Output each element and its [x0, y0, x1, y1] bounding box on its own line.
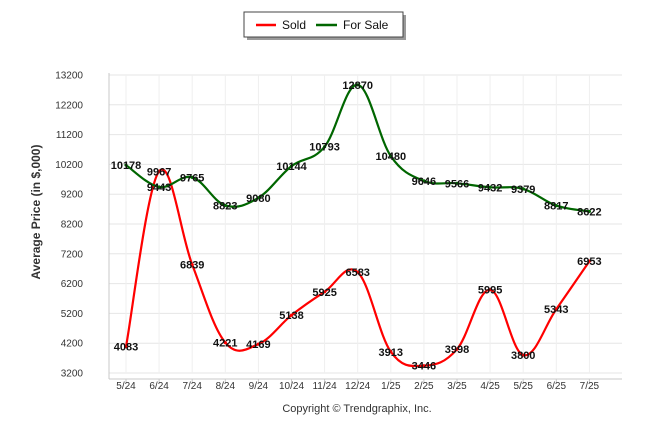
data-point: [554, 307, 558, 311]
y-tick-label: 9200: [61, 190, 84, 201]
x-tick-label: 7/24: [182, 381, 202, 392]
data-point: [256, 196, 260, 200]
data-point: [356, 270, 360, 274]
data-point: [289, 313, 294, 317]
x-tick-label: 6/25: [547, 381, 567, 392]
data-point: [323, 145, 327, 149]
data-point: [256, 342, 260, 346]
series-layer: [124, 83, 592, 368]
data-point: [289, 164, 294, 168]
x-tick-label: 11/24: [312, 381, 337, 392]
data-label: 8823: [213, 200, 237, 212]
axes: 3200 4200 5200 6200 7200 8200 9200 10200 11200 12…: [55, 71, 622, 392]
data-label: 12870: [342, 80, 373, 92]
x-tick-label: 5/24: [116, 381, 136, 392]
data-label: 5925: [312, 287, 336, 299]
data-label: 4221: [213, 338, 237, 350]
y-tick-label: 4200: [61, 339, 84, 350]
x-tick-label: 2/25: [414, 381, 434, 392]
data-point: [356, 83, 360, 87]
data-label: 10178: [111, 160, 142, 172]
data-point: [323, 290, 327, 294]
x-tick-label: 12/24: [345, 381, 370, 392]
data-point: [422, 179, 426, 183]
data-point: [587, 259, 592, 263]
data-point: [190, 262, 194, 267]
data-label: 9443: [147, 182, 171, 194]
data-label: 5995: [478, 285, 502, 297]
data-label: 5138: [279, 310, 303, 322]
y-tick-label: 8200: [61, 220, 84, 231]
data-point: [190, 175, 194, 179]
data-label: 9765: [180, 172, 204, 184]
x-tick-label: 6/24: [149, 381, 169, 392]
data-label: 10793: [309, 142, 340, 154]
series-line-sold: [124, 168, 591, 368]
y-tick-label: 12200: [55, 100, 83, 111]
data-point: [124, 345, 128, 349]
data-point: [488, 288, 492, 292]
y-tick-label: 7200: [61, 249, 84, 260]
y-tick-label: 6200: [61, 279, 84, 290]
data-point: [157, 169, 161, 173]
data-label: 3800: [511, 350, 535, 362]
legend-label-sold: Sold: [282, 18, 306, 32]
y-axis-title: Average Price (in $,000): [29, 145, 43, 280]
y-tick-label: 13200: [55, 71, 83, 82]
data-label: 5343: [544, 304, 568, 316]
data-label: 9566: [445, 178, 469, 190]
x-tick-label: 4/25: [480, 381, 500, 392]
data-point: [389, 154, 393, 158]
y-tick-label: 10200: [55, 160, 83, 171]
x-tick-label: 8/24: [216, 381, 236, 392]
data-label: 6583: [345, 267, 369, 279]
legend: Sold For Sale: [243, 11, 406, 40]
x-tick-label: 5/25: [513, 381, 533, 392]
data-point: [223, 340, 227, 345]
data-point: [223, 203, 227, 208]
data-point: [455, 181, 459, 185]
data-point: [554, 204, 558, 208]
data-label: 4169: [246, 339, 270, 351]
x-tick-label: 10/24: [279, 381, 304, 392]
data-point: [521, 353, 525, 357]
data-point: [157, 185, 161, 189]
data-label: 10144: [276, 161, 307, 173]
data-point: [422, 364, 426, 368]
copyright-text: Copyright © Trendgraphix, Inc.: [282, 403, 431, 415]
y-tick-label: 5200: [61, 309, 84, 320]
x-tick-label: 3/25: [447, 381, 467, 392]
data-label: 10480: [376, 151, 407, 163]
data-label: 9967: [147, 166, 171, 178]
x-tick-label: 7/25: [580, 381, 600, 392]
gridlines: [109, 74, 622, 374]
data-label: 9646: [412, 176, 436, 188]
y-tick-label: 11200: [56, 130, 84, 141]
data-label: 3913: [379, 347, 403, 359]
data-label: 6839: [180, 260, 204, 272]
data-label: 4083: [114, 342, 138, 354]
x-tick-label: 9/24: [249, 381, 269, 392]
data-label: 9379: [511, 184, 535, 196]
y-tick-label: 3200: [61, 369, 84, 380]
data-label: 9432: [478, 182, 502, 194]
data-point: [124, 163, 128, 167]
data-point: [488, 185, 492, 189]
data-label: 8817: [544, 201, 568, 213]
data-label: 8622: [577, 206, 601, 218]
data-labels: 4083 9967 6839 4221 4169 5138 5925 6583 3913 3446…: [111, 80, 602, 373]
data-label: 9080: [246, 193, 270, 205]
data-point: [521, 187, 525, 191]
data-point: [455, 347, 459, 351]
data-label: 6953: [577, 256, 601, 268]
x-tick-label: 1/25: [381, 381, 401, 392]
data-label: 3446: [412, 361, 436, 373]
legend-label-for-sale: For Sale: [343, 18, 389, 32]
data-point: [389, 350, 393, 354]
data-point: [587, 209, 592, 214]
data-label: 3998: [445, 344, 469, 356]
